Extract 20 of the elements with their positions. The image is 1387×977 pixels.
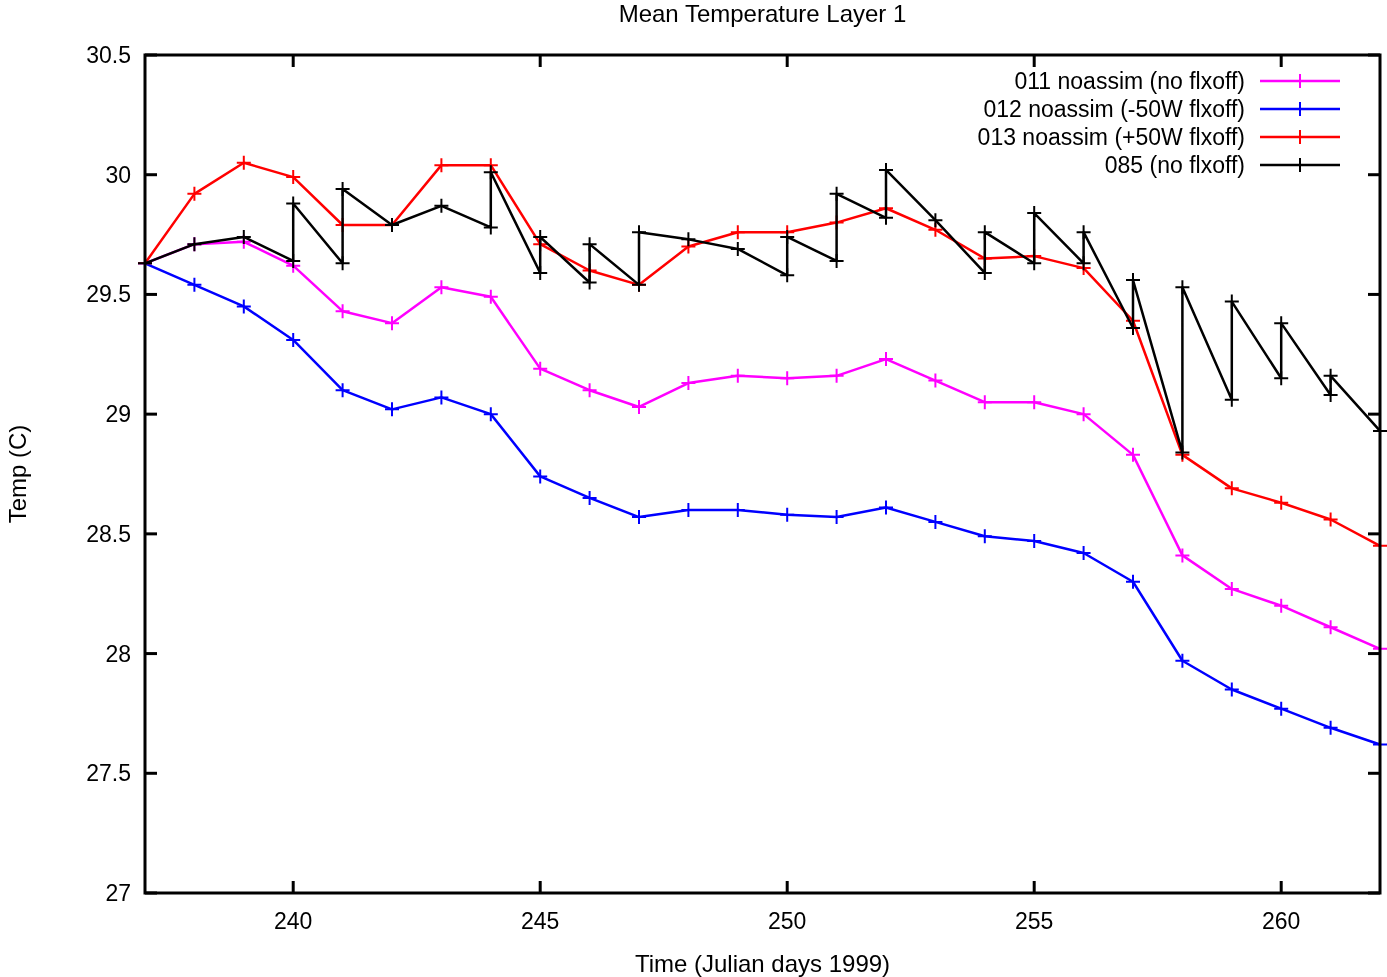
- y-tick-label: 29.5: [86, 281, 131, 308]
- y-tick-label: 28.5: [86, 520, 131, 547]
- chart-title: Mean Temperature Layer 1: [618, 0, 907, 27]
- legend-label: 013 noassim (+50W flxoff): [977, 124, 1245, 150]
- legend-label: 012 noassim (-50W flxoff): [983, 96, 1245, 122]
- x-tick-label: 255: [1015, 908, 1054, 934]
- x-tick-label: 260: [1262, 908, 1301, 934]
- y-tick-label: 27: [105, 880, 131, 906]
- x-axis-title: Time (Julian days 1999): [634, 950, 891, 977]
- y-tick-label: 27.5: [86, 760, 131, 787]
- y-tick-label: 28: [105, 640, 131, 667]
- x-tick-label: 240: [274, 908, 313, 934]
- y-tick-label: 29: [105, 401, 131, 428]
- legend-label: 085 (no flxoff): [1104, 152, 1245, 178]
- x-tick-label: 250: [768, 908, 807, 934]
- legend-label: 011 noassim (no flxoff): [1014, 68, 1245, 94]
- y-tick-label: 30: [105, 161, 131, 188]
- y-tick-label: 30.5: [86, 42, 131, 68]
- y-axis-title: Temp (C): [4, 424, 31, 524]
- x-tick-label: 245: [521, 908, 560, 934]
